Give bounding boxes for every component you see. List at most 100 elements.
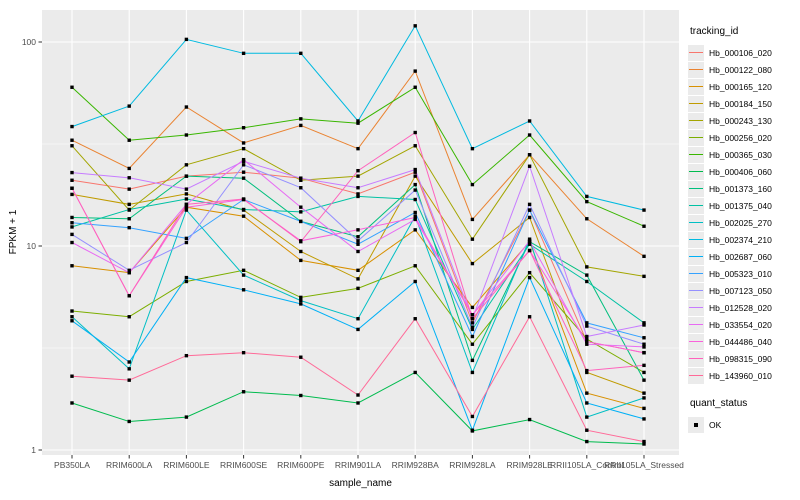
data-point <box>642 378 646 382</box>
data-point <box>527 248 532 253</box>
legend-item-Hb_033554_020: Hb_033554_020 <box>688 316 800 333</box>
data-point <box>184 174 189 178</box>
legend-key-line <box>689 136 703 138</box>
legend-item-Hb_000122_080: Hb_000122_080 <box>688 61 800 78</box>
data-point <box>470 217 475 222</box>
data-point <box>470 313 475 317</box>
legend-key-line <box>689 119 703 121</box>
legend-item-label: Hb_044486_040 <box>709 336 772 347</box>
data-point <box>241 214 246 218</box>
data-point <box>642 370 646 375</box>
data-point <box>127 268 131 273</box>
data-point <box>413 24 417 28</box>
data-point <box>356 393 360 397</box>
legend-item-label: Hb_012528_020 <box>709 302 772 313</box>
legend-key-swatch <box>688 231 704 248</box>
x-tick-label: RRIM901LA <box>335 460 382 470</box>
data-point <box>642 439 646 444</box>
data-point <box>70 240 74 245</box>
data-point <box>241 170 246 174</box>
legend-key-swatch <box>688 367 704 384</box>
data-point <box>527 239 532 243</box>
data-point <box>527 242 532 246</box>
legend-key-swatch <box>688 299 704 316</box>
data-point <box>585 217 589 221</box>
data-point <box>241 197 246 201</box>
data-point <box>413 174 417 178</box>
data-point <box>356 121 360 125</box>
data-point <box>127 207 131 212</box>
data-point <box>70 225 74 229</box>
data-point <box>527 153 532 157</box>
data-point <box>356 286 360 291</box>
legend-key-swatch <box>688 112 704 129</box>
data-point <box>413 370 417 375</box>
legend-key-line <box>689 51 703 53</box>
data-point <box>470 237 475 241</box>
legend-key-swatch <box>688 146 704 163</box>
legend-item-label: Hb_002025_270 <box>709 217 772 228</box>
data-point <box>184 133 189 137</box>
data-point <box>585 321 589 325</box>
legend-item-label: Hb_143960_010 <box>709 370 772 381</box>
legend-item-label: Hb_098315_090 <box>709 353 772 364</box>
data-point <box>470 261 475 266</box>
data-point <box>470 414 475 419</box>
data-point <box>356 228 360 232</box>
data-point <box>184 205 189 209</box>
legend-item-label: Hb_000256_020 <box>709 132 772 143</box>
data-point <box>299 205 303 209</box>
data-point <box>241 207 246 212</box>
data-point <box>642 323 646 327</box>
data-point <box>184 236 189 241</box>
data-point <box>527 119 532 123</box>
data-point <box>70 232 74 237</box>
data-point <box>70 319 74 323</box>
data-point <box>70 138 74 142</box>
data-point <box>470 325 475 329</box>
data-point <box>241 157 246 162</box>
x-axis-title: sample_name <box>329 478 392 489</box>
data-point <box>356 146 360 151</box>
data-point <box>642 363 646 368</box>
data-point <box>527 417 532 422</box>
legend-key-point <box>694 422 698 427</box>
data-point <box>413 210 417 215</box>
data-point <box>642 391 646 395</box>
x-tick-label: RRIM600SE <box>220 460 268 470</box>
data-point <box>127 187 131 191</box>
x-tick-label: RRIM600LE <box>163 460 210 470</box>
data-point <box>241 141 246 145</box>
data-point <box>184 415 189 419</box>
legend-key-line <box>689 102 703 104</box>
data-point <box>642 442 646 446</box>
data-point <box>356 401 360 405</box>
data-point <box>70 186 74 190</box>
data-point <box>241 288 246 292</box>
data-point <box>585 273 589 277</box>
legend-item-Hb_000406_060: Hb_000406_060 <box>688 163 800 180</box>
data-point <box>413 144 417 148</box>
data-point <box>470 317 475 321</box>
legend-item-label: Hb_000406_060 <box>709 166 772 177</box>
legend-item-label: Hb_000165_120 <box>709 81 772 92</box>
data-point <box>241 390 246 394</box>
data-point <box>299 393 303 398</box>
legend-item-Hb_098315_090: Hb_098315_090 <box>688 350 800 367</box>
legend-item-Hb_001375_040: Hb_001375_040 <box>688 197 800 214</box>
data-point <box>356 192 360 196</box>
data-point <box>184 240 189 245</box>
x-tick-label: RRIM928BA <box>392 460 440 470</box>
legend-key-line <box>689 340 703 342</box>
data-point <box>356 119 360 123</box>
legend-item-label: Hb_002687_060 <box>709 251 772 262</box>
data-point <box>470 342 475 346</box>
legend-item-label: Hb_000365_030 <box>709 149 772 160</box>
data-point <box>184 105 189 109</box>
data-point <box>299 258 303 263</box>
data-point <box>642 417 646 421</box>
data-point <box>642 224 646 228</box>
x-tick-label: RRII105LA_Control <box>550 460 624 470</box>
legend-item-Hb_000165_120: Hb_000165_120 <box>688 78 800 95</box>
y-tick-label: 10 <box>27 241 37 251</box>
